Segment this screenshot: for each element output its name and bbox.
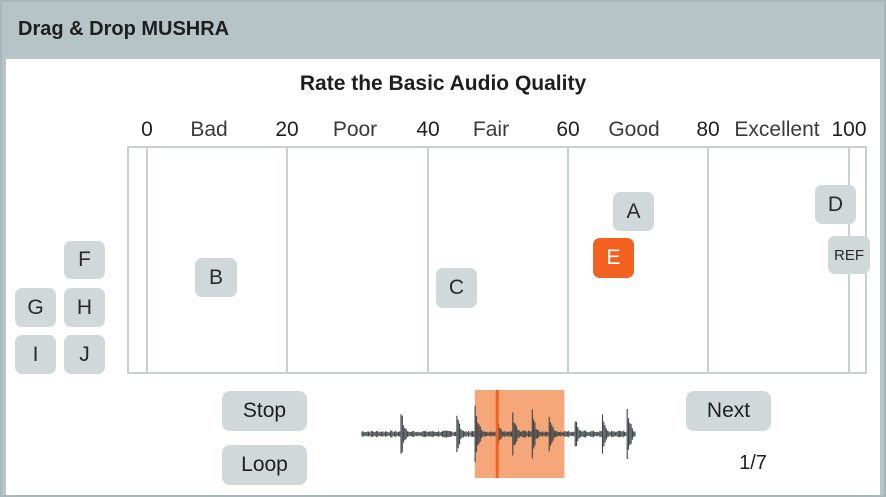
category-fair: Fair [472, 118, 510, 141]
page-heading: Rate the Basic Audio Quality [299, 72, 587, 95]
waveform-display[interactable] [360, 388, 640, 480]
gridline-20 [286, 146, 288, 374]
scale-tick-20: 20 [275, 118, 299, 141]
condition-chip-e[interactable]: E [593, 238, 634, 278]
scale-tick-0: 0 [141, 118, 153, 141]
title-bar: Drag & Drop MUSHRA [2, 2, 884, 58]
category-excellent: Excellent [734, 118, 820, 141]
scale-tick-100: 100 [831, 118, 867, 141]
trial-counter: 1/7 [739, 452, 767, 474]
scale-tick-60: 60 [556, 118, 580, 141]
window-title: Drag & Drop MUSHRA [18, 18, 230, 40]
condition-chip-i[interactable]: I [15, 335, 56, 374]
condition-chip-c[interactable]: C [436, 268, 477, 308]
scale-tick-80: 80 [696, 118, 720, 141]
condition-chip-a[interactable]: A [613, 192, 654, 231]
scale-tick-40: 40 [416, 118, 440, 141]
category-poor: Poor [332, 118, 378, 141]
condition-chip-b[interactable]: B [195, 258, 237, 297]
condition-chip-j[interactable]: J [64, 335, 105, 374]
condition-chip-f[interactable]: F [64, 241, 105, 279]
stop-button[interactable]: Stop [222, 391, 307, 431]
waveform-signal [361, 405, 636, 463]
rating-area[interactable] [127, 146, 867, 374]
condition-chip-d[interactable]: D [815, 185, 856, 224]
gridline-60 [567, 146, 569, 374]
playhead-marker[interactable] [495, 390, 499, 478]
reference-chip[interactable]: REF [828, 236, 870, 274]
gridline-80 [707, 146, 709, 374]
gridline-40 [427, 146, 429, 374]
waveform-path [361, 405, 636, 463]
category-good: Good [608, 118, 660, 141]
condition-chip-h[interactable]: H [64, 288, 105, 327]
category-bad: Bad [190, 118, 228, 141]
gridline-0 [146, 146, 148, 374]
loop-button[interactable]: Loop [222, 445, 307, 485]
condition-chip-g[interactable]: G [15, 288, 56, 327]
next-button[interactable]: Next [686, 391, 771, 431]
